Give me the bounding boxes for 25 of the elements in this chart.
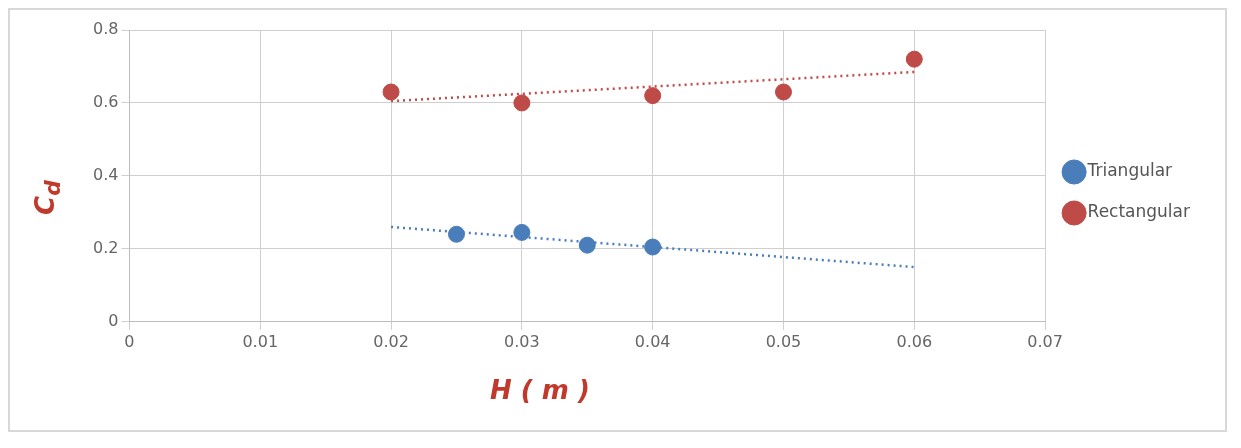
y-tick-label: 0.2 xyxy=(92,238,119,258)
point xyxy=(774,83,792,101)
y-tick-label: 0 xyxy=(108,310,119,330)
legend-label: Rectangular xyxy=(1087,201,1191,222)
y-tick-label: 0.6 xyxy=(92,92,119,112)
x-tick-label: 0.06 xyxy=(896,331,933,351)
y-tick-label: 0.8 xyxy=(92,19,119,39)
x-tick-label: 0.02 xyxy=(373,331,409,351)
y-tick-label: 0.4 xyxy=(92,165,119,185)
legend-label: Triangular xyxy=(1086,160,1173,181)
point xyxy=(382,83,400,101)
x-tick-label: 0.07 xyxy=(1027,331,1063,351)
point xyxy=(644,238,662,256)
point xyxy=(644,87,662,105)
x-tick-label: 0.03 xyxy=(504,331,540,351)
x-tick-label: 0 xyxy=(124,331,135,351)
point xyxy=(447,225,465,243)
point xyxy=(578,236,596,254)
point xyxy=(513,94,531,112)
x-tick-label: 0.05 xyxy=(765,331,802,351)
point xyxy=(513,223,531,241)
x-tick-label: 0.04 xyxy=(634,331,671,351)
point xyxy=(905,50,923,68)
x-axis-title: H ( m ) xyxy=(490,375,590,405)
x-tick-label: 0.01 xyxy=(242,331,279,351)
